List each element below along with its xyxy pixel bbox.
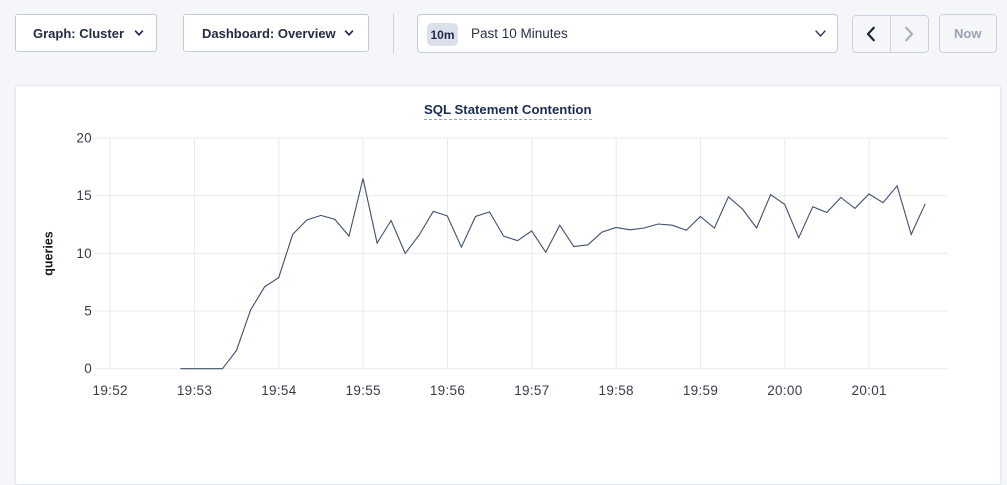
svg-text:0: 0 <box>84 361 92 376</box>
svg-text:19:53: 19:53 <box>177 383 212 398</box>
svg-text:20:01: 20:01 <box>852 383 887 398</box>
svg-text:19:59: 19:59 <box>683 383 718 398</box>
svg-text:19:55: 19:55 <box>346 383 381 398</box>
svg-text:20:00: 20:00 <box>767 383 802 398</box>
svg-text:19:52: 19:52 <box>93 383 128 398</box>
svg-text:5: 5 <box>84 304 92 319</box>
svg-text:19:54: 19:54 <box>261 383 296 398</box>
svg-text:19:56: 19:56 <box>430 383 465 398</box>
svg-text:queries: queries <box>42 231 56 276</box>
svg-text:19:58: 19:58 <box>599 383 634 398</box>
svg-text:20: 20 <box>76 131 92 146</box>
svg-text:19:57: 19:57 <box>514 383 549 398</box>
svg-text:10: 10 <box>76 246 92 261</box>
svg-text:15: 15 <box>76 188 92 203</box>
